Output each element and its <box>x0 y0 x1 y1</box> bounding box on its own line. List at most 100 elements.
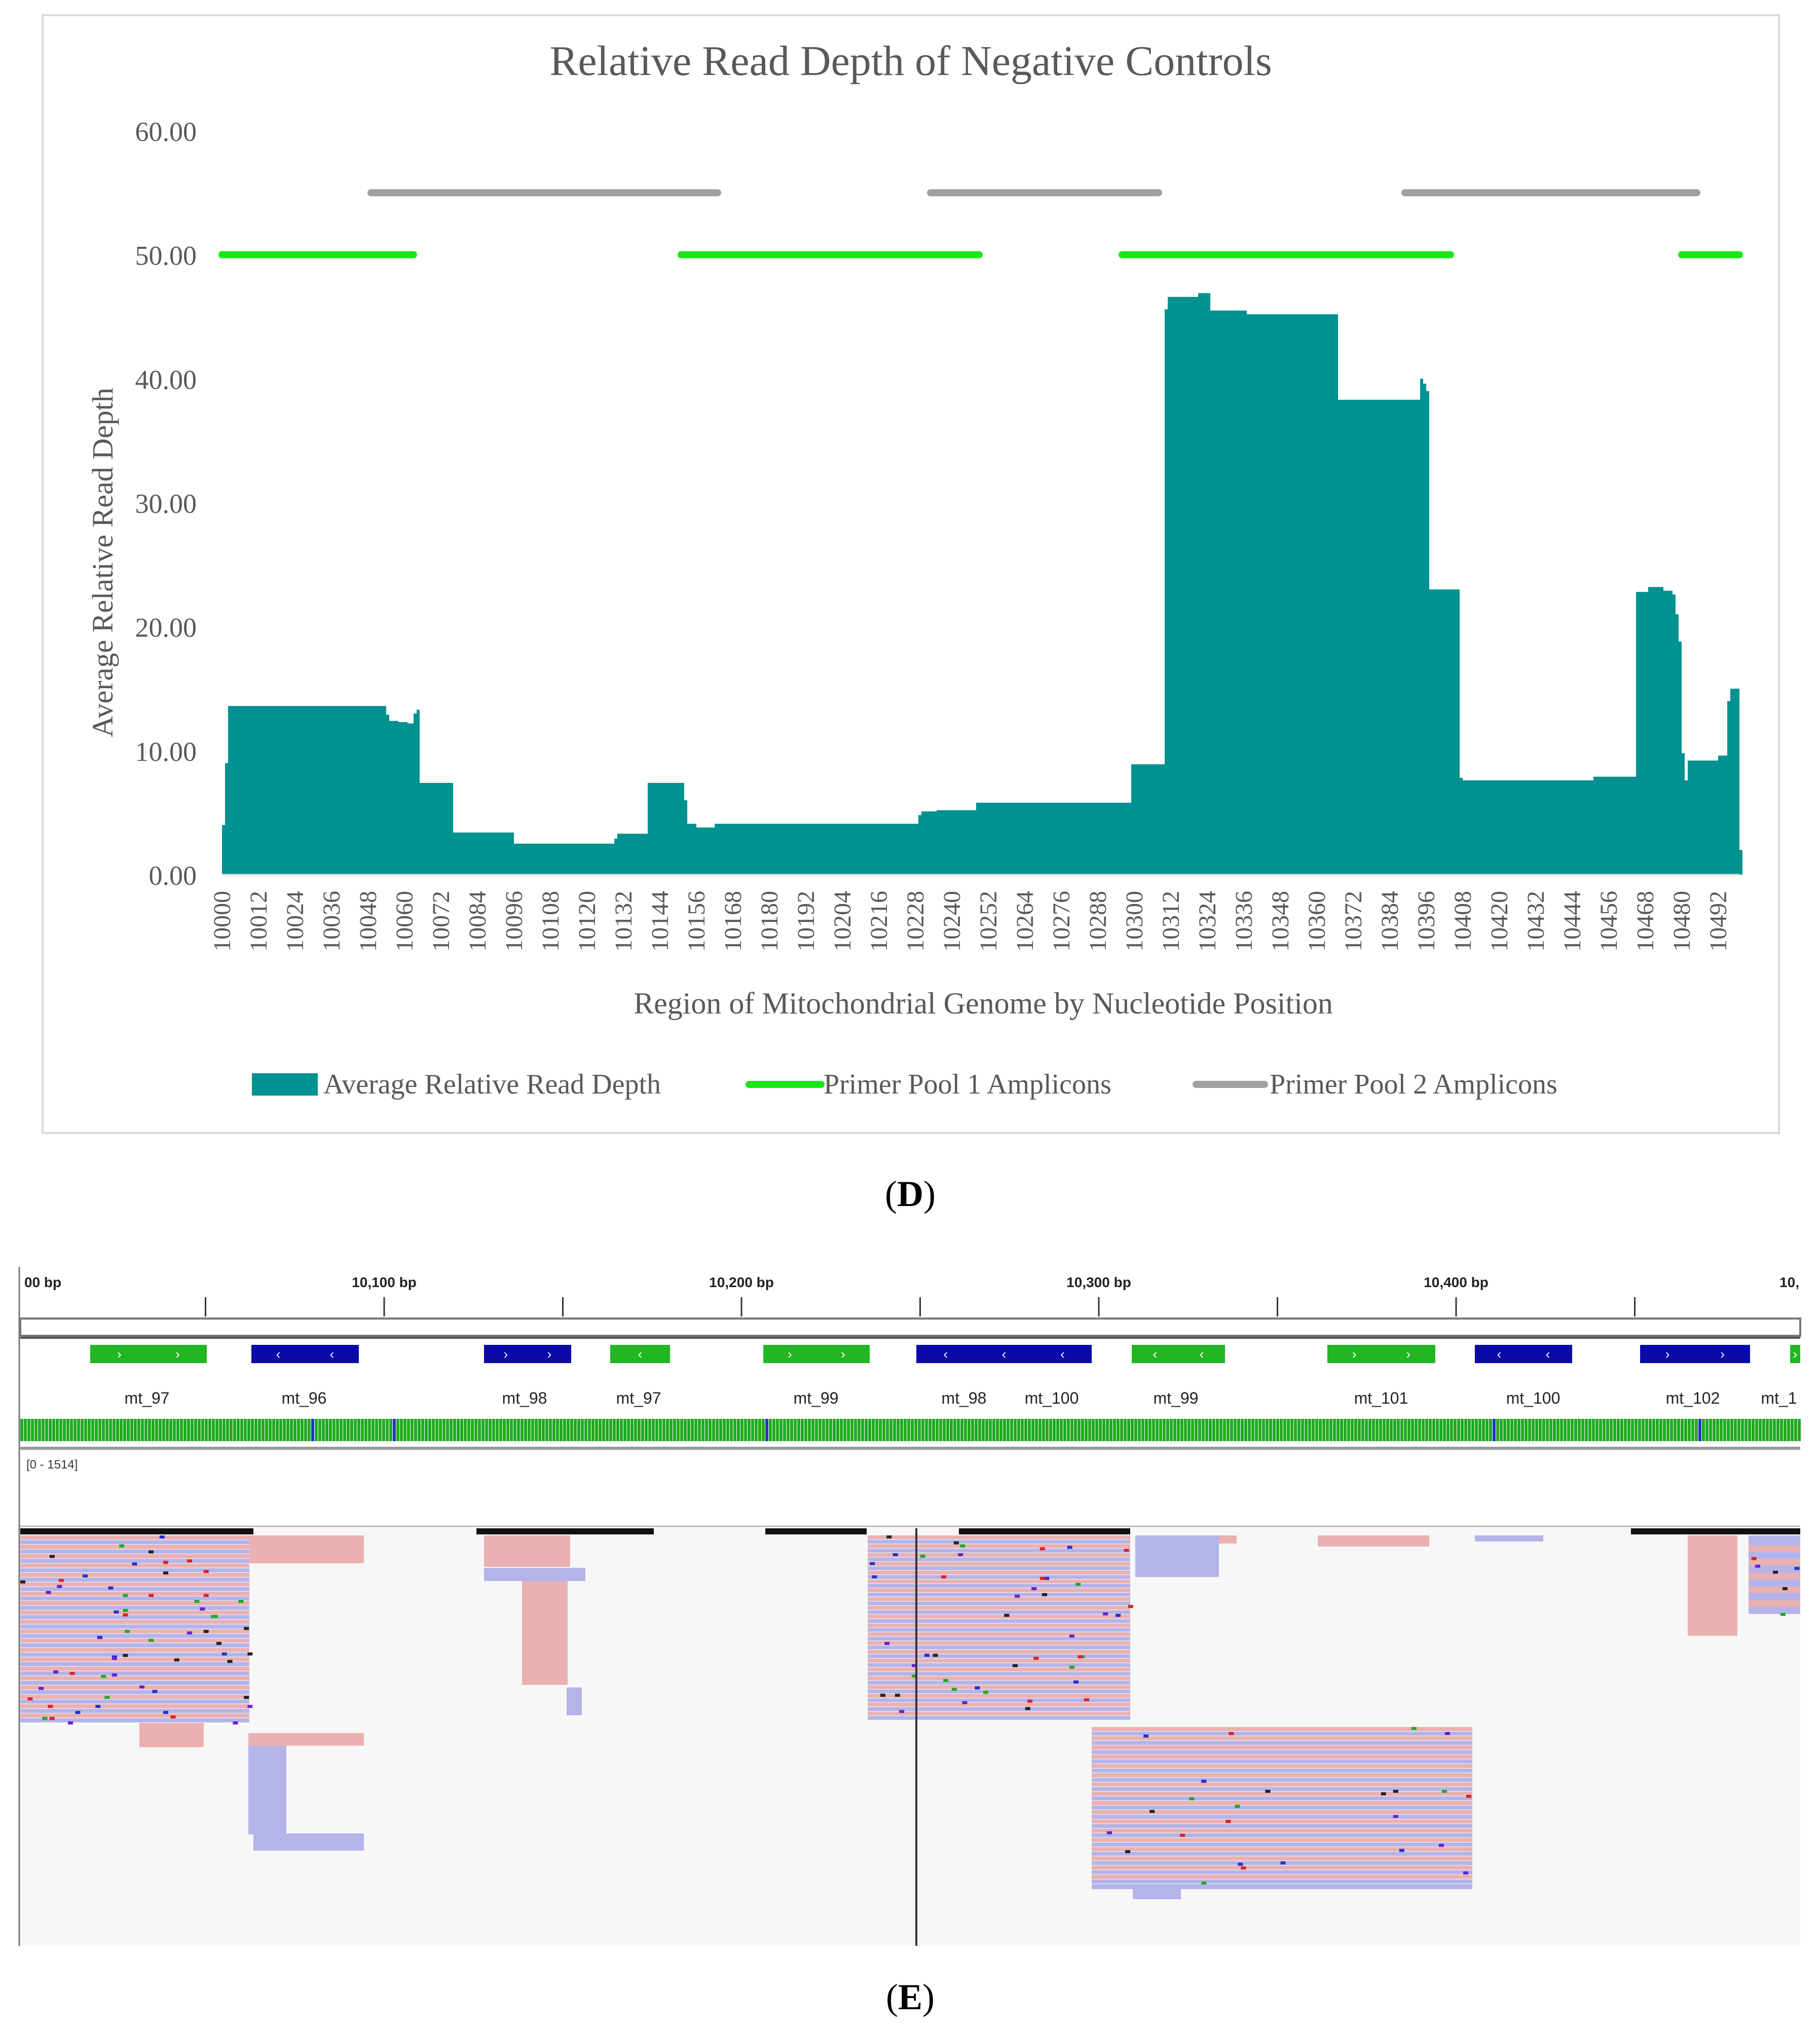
mismatch-marker <box>148 1639 154 1642</box>
sequence-base <box>66 1419 69 1441</box>
sequence-base <box>1070 1419 1073 1441</box>
read-row <box>20 1540 249 1545</box>
sequence-base <box>1148 1419 1152 1441</box>
read-row <box>868 1645 1130 1649</box>
sequence-base <box>435 1419 438 1441</box>
sequence-base <box>1446 1419 1450 1441</box>
plot-area <box>222 293 1742 876</box>
read-row <box>868 1570 1130 1575</box>
sequence-base <box>1010 1419 1013 1441</box>
sequence-base <box>645 1419 648 1441</box>
sequence-base <box>950 1419 953 1441</box>
read-row <box>20 1695 249 1699</box>
x-tick-label: 10156 <box>683 891 710 952</box>
amplicon-label: mt_1 <box>1761 1389 1797 1407</box>
read-row <box>1092 1787 1472 1791</box>
mismatch-marker <box>1755 1564 1761 1568</box>
amplicon-label: mt_97 <box>125 1389 170 1407</box>
read-row <box>1092 1870 1472 1874</box>
read-block <box>1135 1535 1219 1577</box>
sequence-base <box>907 1419 910 1441</box>
strand-arrow-icon: › <box>788 1346 792 1362</box>
sequence-base <box>833 1419 836 1441</box>
mismatch-marker <box>1078 1655 1083 1659</box>
amplicon-feature <box>610 1345 670 1363</box>
sequence-base <box>829 1419 832 1441</box>
y-tick-label: 50.00 <box>135 241 197 271</box>
read-row <box>20 1568 249 1572</box>
read-row <box>868 1649 1130 1654</box>
sequence-base <box>882 1419 885 1441</box>
sequence-base <box>24 1419 27 1441</box>
sequence-base <box>219 1419 222 1441</box>
sequence-base <box>517 1419 520 1441</box>
sequence-base <box>375 1419 378 1441</box>
mismatch-marker <box>1069 1634 1074 1638</box>
sequence-base <box>237 1419 240 1441</box>
sequence-base <box>311 1419 314 1441</box>
sequence-base <box>943 1419 946 1441</box>
sequence-base <box>1510 1419 1513 1441</box>
mismatch-marker <box>1103 1612 1108 1615</box>
sequence-base <box>875 1419 878 1441</box>
sequence-base <box>1187 1419 1191 1441</box>
sequence-base <box>567 1419 570 1441</box>
sequence-base <box>1134 1419 1137 1441</box>
sequence-base <box>144 1419 147 1441</box>
sequence-base <box>701 1419 704 1441</box>
strand-arrow-icon: ‹ <box>638 1346 643 1362</box>
mismatch-marker <box>46 1591 51 1594</box>
sequence-base <box>1532 1419 1535 1441</box>
sequence-base <box>1610 1419 1613 1441</box>
sequence-base <box>659 1419 662 1441</box>
sequence-base <box>1319 1419 1322 1441</box>
sequence-base <box>538 1419 541 1441</box>
sequence-base <box>911 1419 914 1441</box>
read-row <box>868 1667 1130 1672</box>
mismatch-marker <box>958 1553 963 1557</box>
mismatch-marker <box>247 1652 253 1656</box>
sequence-base <box>1752 1419 1755 1441</box>
sequence-base <box>1702 1419 1705 1441</box>
mismatch-marker <box>1189 1797 1195 1800</box>
sequence-base <box>130 1419 133 1441</box>
sequence-base <box>552 1419 555 1441</box>
mismatch-marker <box>163 1571 169 1575</box>
sequence-base <box>918 1419 921 1441</box>
sequence-base <box>88 1419 91 1441</box>
read-row <box>20 1676 249 1680</box>
read-row <box>868 1707 1130 1711</box>
sequence-base <box>173 1419 176 1441</box>
sequence-base <box>1368 1419 1371 1441</box>
read-row <box>1092 1759 1472 1763</box>
mismatch-marker <box>1107 1831 1112 1834</box>
sequence-base <box>446 1419 449 1441</box>
read-row <box>1092 1847 1472 1852</box>
sequence-base <box>336 1419 339 1441</box>
sequence-base <box>790 1419 793 1441</box>
sequence-base <box>1443 1419 1446 1441</box>
sequence-base <box>1734 1419 1737 1441</box>
mismatch-marker <box>203 1594 209 1597</box>
read-row <box>1749 1559 1800 1566</box>
sequence-base <box>396 1419 399 1441</box>
mismatch-marker <box>1235 1804 1240 1808</box>
coverage-bar <box>476 1528 654 1534</box>
read-row <box>868 1698 1130 1703</box>
sequence-base <box>127 1419 130 1441</box>
panel-label-d-letter: D <box>897 1174 923 1214</box>
sequence-base <box>1003 1419 1006 1441</box>
sequence-base <box>1205 1419 1208 1441</box>
x-tick-label: 10036 <box>318 891 345 952</box>
sequence-base <box>868 1419 871 1441</box>
mismatch-marker <box>125 1630 130 1633</box>
sequence-base <box>159 1419 162 1441</box>
sequence-base <box>1280 1419 1283 1441</box>
mismatch-marker <box>49 1555 55 1558</box>
sequence-base <box>723 1419 726 1441</box>
sequence-base <box>364 1419 367 1441</box>
sequence-base <box>1418 1419 1421 1441</box>
sequence-base <box>560 1419 563 1441</box>
sequence-base <box>705 1419 708 1441</box>
sequence-base <box>1429 1419 1432 1441</box>
